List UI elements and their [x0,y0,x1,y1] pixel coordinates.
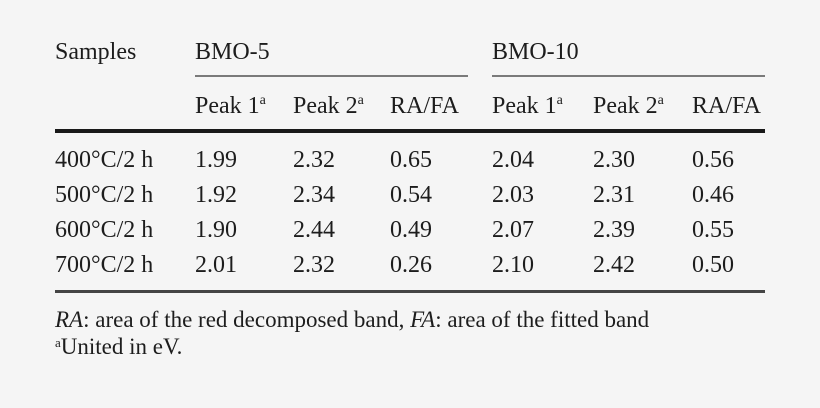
footnote-term-ra: RA [55,307,84,332]
footnote-marker-a: a [55,335,61,350]
row-label: 700°C/2 h [55,252,154,278]
table-row-400c: 400°C/2 h 1.99 2.32 0.65 2.04 2.30 0.56 [55,143,765,178]
column-header-bmo10-rafa: RA/FA [692,93,761,119]
cell-value: 2.31 [593,182,635,208]
group-header-bmo10: BMO-10 [492,30,765,77]
cell-value: 0.56 [692,147,734,173]
samples-column-header: Samples [55,39,137,65]
cell-value: 0.55 [692,217,734,243]
cell-value: 2.04 [492,147,534,173]
cell-value: 1.90 [195,217,237,243]
cell-value: 0.54 [390,182,432,208]
table-row-700c: 700°C/2 h 2.01 2.32 0.26 2.10 2.42 0.50 [55,248,765,283]
cell-value: 2.10 [492,252,534,278]
footnote-term-fa: FA [410,307,436,332]
table-row-500c: 500°C/2 h 1.92 2.34 0.54 2.03 2.31 0.46 [55,178,765,213]
cell-value: 0.26 [390,252,432,278]
table-body: 400°C/2 h 1.99 2.32 0.65 2.04 2.30 0.56 … [55,133,765,293]
group-label-bmo10: BMO-10 [492,39,579,65]
footnote-marker-a: a [259,93,266,108]
row-label: 600°C/2 h [55,217,154,243]
cell-value: 2.03 [492,182,534,208]
empty-header-cell [55,77,195,129]
footnote-marker-a: a [357,93,364,108]
column-header-bmo5-peak1: Peak 1a [195,93,266,119]
cell-value: 1.99 [195,147,237,173]
footnote-units: aUnited in eV. [55,334,183,359]
column-header-bmo5-rafa: RA/FA [390,93,459,119]
column-header-bmo5-peak2: Peak 2a [293,93,364,119]
table-group-header-row: Samples BMO-5 BMO-10 [55,30,765,77]
cell-value: 2.01 [195,252,237,278]
cell-value: 2.39 [593,217,635,243]
column-header-bmo10-peak2: Peak 2a [593,93,664,119]
cell-value: 0.50 [692,252,734,278]
cell-value: 2.44 [293,217,335,243]
cell-value: 2.32 [293,147,335,173]
cell-value: 2.34 [293,182,335,208]
row-label: 400°C/2 h [55,147,154,173]
table-column-header-row: Peak 1a Peak 2a RA/FA Peak 1a Peak 2a RA… [55,77,765,133]
table-footnotes: RA: area of the red decomposed band, FA:… [55,306,775,360]
cell-value: 0.65 [390,147,432,173]
cell-value: 1.92 [195,182,237,208]
footnote-marker-a: a [556,93,563,108]
cell-value: 0.46 [692,182,734,208]
column-header-bmo10-peak1: Peak 1a [492,93,563,119]
table-row-600c: 600°C/2 h 1.90 2.44 0.49 2.07 2.39 0.55 [55,213,765,248]
footnote-abbreviations: RA: area of the red decomposed band, FA:… [55,307,650,332]
footnote-marker-a: a [657,93,664,108]
results-table: Samples BMO-5 BMO-10 Peak 1a Peak 2a RA/… [55,30,765,293]
group-header-bmo5: BMO-5 [195,30,468,77]
cell-value: 2.30 [593,147,635,173]
cell-value: 0.49 [390,217,432,243]
cell-value: 2.32 [293,252,335,278]
row-label: 500°C/2 h [55,182,154,208]
cell-value: 2.42 [593,252,635,278]
group-label-bmo5: BMO-5 [195,39,270,65]
cell-value: 2.07 [492,217,534,243]
